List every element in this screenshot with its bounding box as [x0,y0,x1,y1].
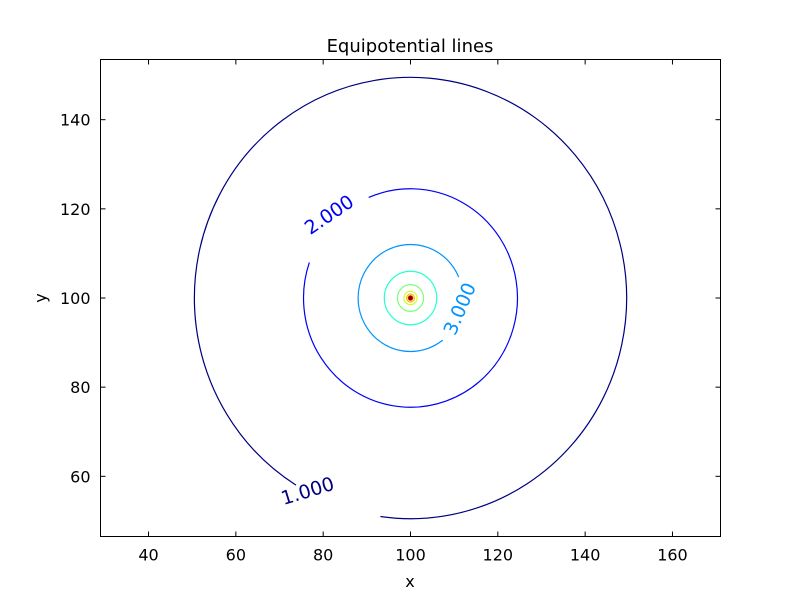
x-axis: 40 60 80 100 120 140 160 [138,59,688,565]
y-axis: 60 80 100 120 140 [60,111,721,486]
x-tick-label: 40 [138,546,158,565]
x-tick-label: 140 [570,546,601,565]
y-tick-label: 140 [60,111,91,130]
x-tick-label: 60 [226,546,246,565]
contour-line-level-4 [383,270,438,326]
y-tick-label: 100 [60,289,91,308]
contour-line-level-1 [193,76,628,520]
contour-line-level-3 [357,243,460,353]
y-tick-label: 120 [60,200,91,219]
y-axis-label: y [31,293,50,302]
x-tick-label: 120 [483,546,514,565]
y-tick-label: 80 [70,378,90,397]
chart-title: Equipotential lines [327,36,494,57]
x-tick-label: 80 [313,546,333,565]
contour-line-level-2 [302,188,519,408]
contour-line-level-6 [403,290,418,306]
contour-center-point [408,295,413,301]
contour-line-level-5 [396,284,425,312]
contour-line-level-7 [405,293,416,303]
y-tick-label: 60 [70,467,90,486]
x-axis-label: x [405,572,414,591]
x-tick-label: 160 [657,546,688,565]
x-tick-label: 100 [395,546,426,565]
